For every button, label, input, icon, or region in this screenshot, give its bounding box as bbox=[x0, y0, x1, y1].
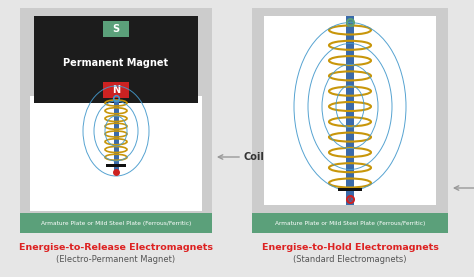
Bar bbox=[34, 16, 198, 103]
Text: Coil: Coil bbox=[244, 152, 265, 162]
Text: Energise-to-Hold Electromagnets: Energise-to-Hold Electromagnets bbox=[262, 243, 438, 252]
Bar bbox=[114, 100, 119, 170]
Bar bbox=[106, 164, 126, 166]
Bar bbox=[103, 82, 129, 98]
Text: Permanent Magnet: Permanent Magnet bbox=[64, 58, 169, 68]
Bar bbox=[338, 188, 362, 191]
Bar bbox=[264, 16, 436, 205]
Bar bbox=[20, 213, 212, 233]
Text: +: + bbox=[347, 19, 353, 25]
Text: S: S bbox=[112, 24, 119, 34]
Text: Energise-to-Release Electromagnets: Energise-to-Release Electromagnets bbox=[19, 243, 213, 252]
Text: (Standard Electromagnets): (Standard Electromagnets) bbox=[293, 255, 407, 264]
Bar bbox=[30, 96, 202, 211]
Text: x: x bbox=[348, 196, 352, 202]
Bar bbox=[20, 8, 212, 213]
Bar bbox=[103, 21, 129, 37]
Bar bbox=[252, 8, 448, 213]
Text: N: N bbox=[112, 85, 120, 95]
Text: Armature Plate or Mild Steel Plate (Ferrous/Ferritic): Armature Plate or Mild Steel Plate (Ferr… bbox=[275, 220, 425, 225]
Bar bbox=[346, 16, 354, 205]
Text: (Electro-Permanent Magnet): (Electro-Permanent Magnet) bbox=[56, 255, 175, 264]
Bar bbox=[252, 213, 448, 233]
Text: Armature Plate or Mild Steel Plate (Ferrous/Ferritic): Armature Plate or Mild Steel Plate (Ferr… bbox=[41, 220, 191, 225]
